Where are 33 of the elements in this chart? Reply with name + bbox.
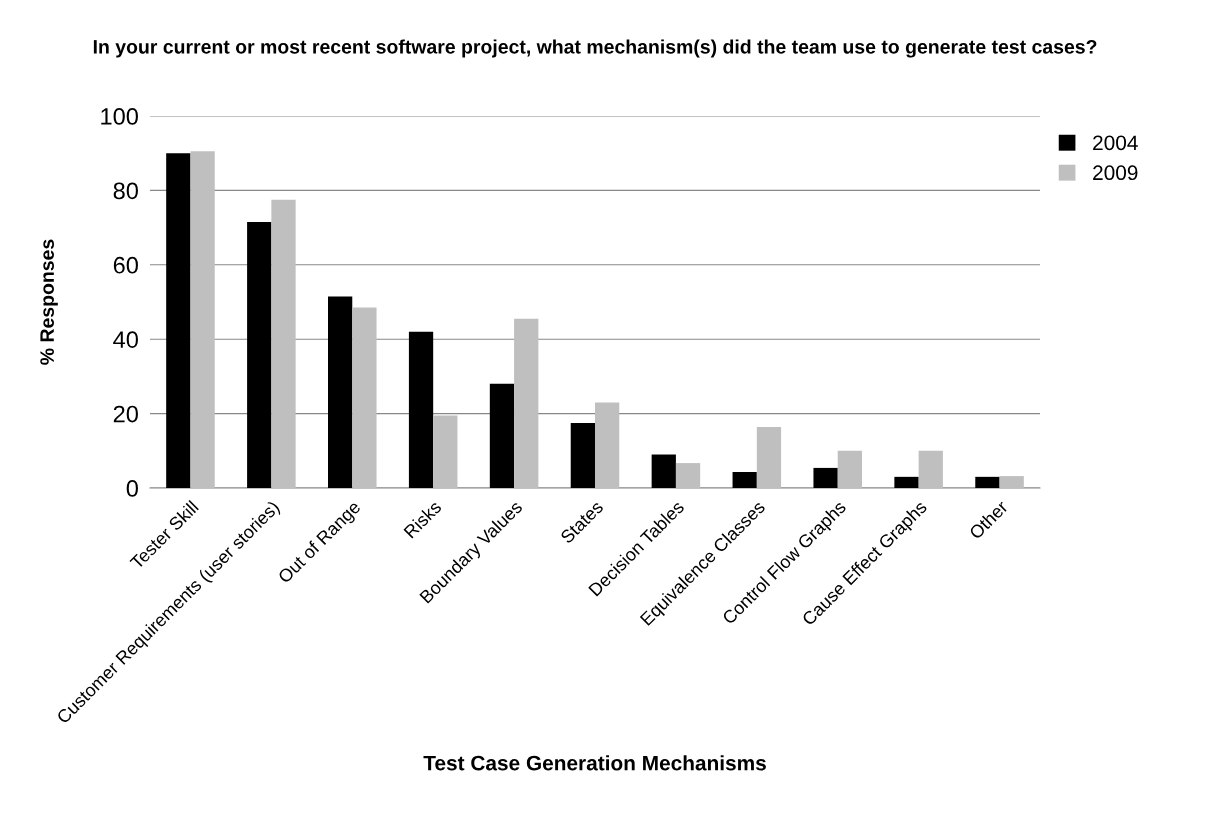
legend-label: 2009 xyxy=(1093,165,1138,181)
x-axis-title: Test Case Generation Mechanisms xyxy=(423,755,766,771)
bar xyxy=(651,454,676,488)
bar xyxy=(166,153,191,488)
bar xyxy=(595,402,620,488)
bar xyxy=(328,296,353,488)
y-tick-label: 80 xyxy=(113,182,138,200)
bar xyxy=(837,450,862,488)
bar xyxy=(999,476,1024,488)
bar xyxy=(675,463,701,488)
bar xyxy=(813,467,838,488)
bar xyxy=(756,426,782,488)
bar xyxy=(489,383,515,488)
bar xyxy=(894,476,919,488)
y-tick-label: 60 xyxy=(113,256,138,274)
bar xyxy=(570,422,595,488)
bar xyxy=(352,307,377,488)
y-tick-label: 100 xyxy=(101,108,138,125)
y-tick-label: 0 xyxy=(126,480,138,497)
y-tick-label: 20 xyxy=(113,405,138,423)
bar xyxy=(975,476,1000,488)
bar xyxy=(247,222,272,488)
bar xyxy=(271,199,296,488)
bar xyxy=(433,415,458,488)
bar xyxy=(190,151,215,488)
bar xyxy=(514,318,539,488)
y-tick-label: 40 xyxy=(113,331,138,348)
legend-label: 2004 xyxy=(1093,135,1138,151)
bar xyxy=(918,450,943,488)
y-axis-title: % Responses xyxy=(40,239,58,365)
bar xyxy=(732,472,757,488)
chart-title: In your current or most recent software project, what mechanism(s) did the team use to generate test cases? xyxy=(93,39,1097,58)
bar xyxy=(408,331,434,488)
